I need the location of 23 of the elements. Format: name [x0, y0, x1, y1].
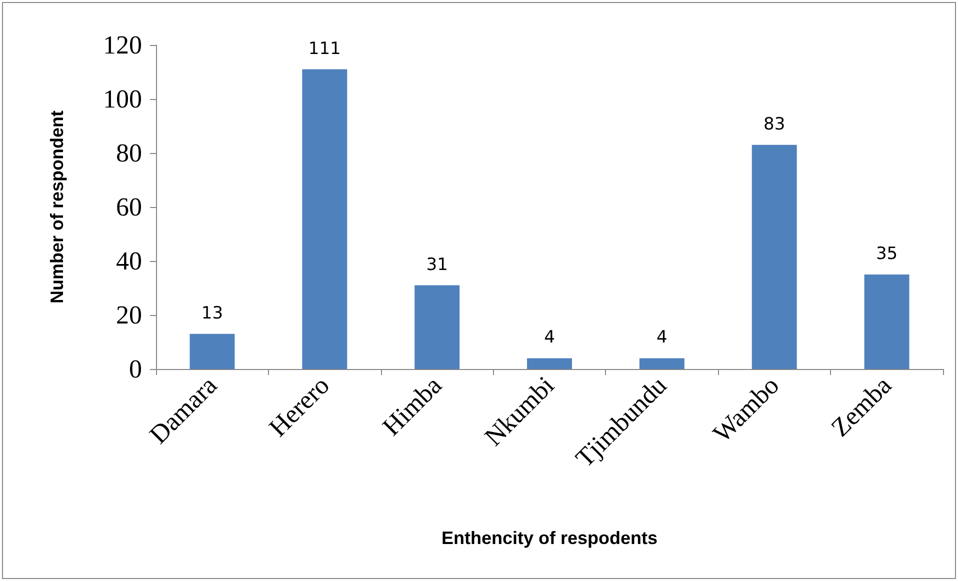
data-label: 83: [764, 114, 786, 134]
y-tick-label: 60: [116, 192, 142, 222]
data-label: 111: [308, 38, 341, 59]
y-axis-title: Number of respondent: [47, 110, 67, 304]
y-tick-label: 80: [116, 138, 142, 168]
data-label: 4: [544, 328, 555, 348]
data-label: 13: [201, 303, 224, 324]
data-label: 4: [656, 328, 668, 348]
bar: [302, 69, 348, 369]
y-tick-label: 100: [103, 84, 142, 114]
bar: [752, 144, 797, 369]
y-tick-label: 20: [116, 300, 142, 330]
bar: [190, 334, 235, 369]
y-tick-label: 120: [103, 30, 142, 60]
data-label: 31: [426, 254, 448, 275]
data-label: 35: [876, 244, 898, 264]
bar: [864, 274, 910, 369]
y-tick-label: 0: [129, 354, 142, 384]
x-axis-title: Enthencity of respodents: [441, 528, 658, 548]
y-tick-label: 40: [116, 246, 142, 276]
bar: [414, 285, 460, 369]
bar: [639, 358, 684, 369]
bar: [527, 358, 572, 369]
